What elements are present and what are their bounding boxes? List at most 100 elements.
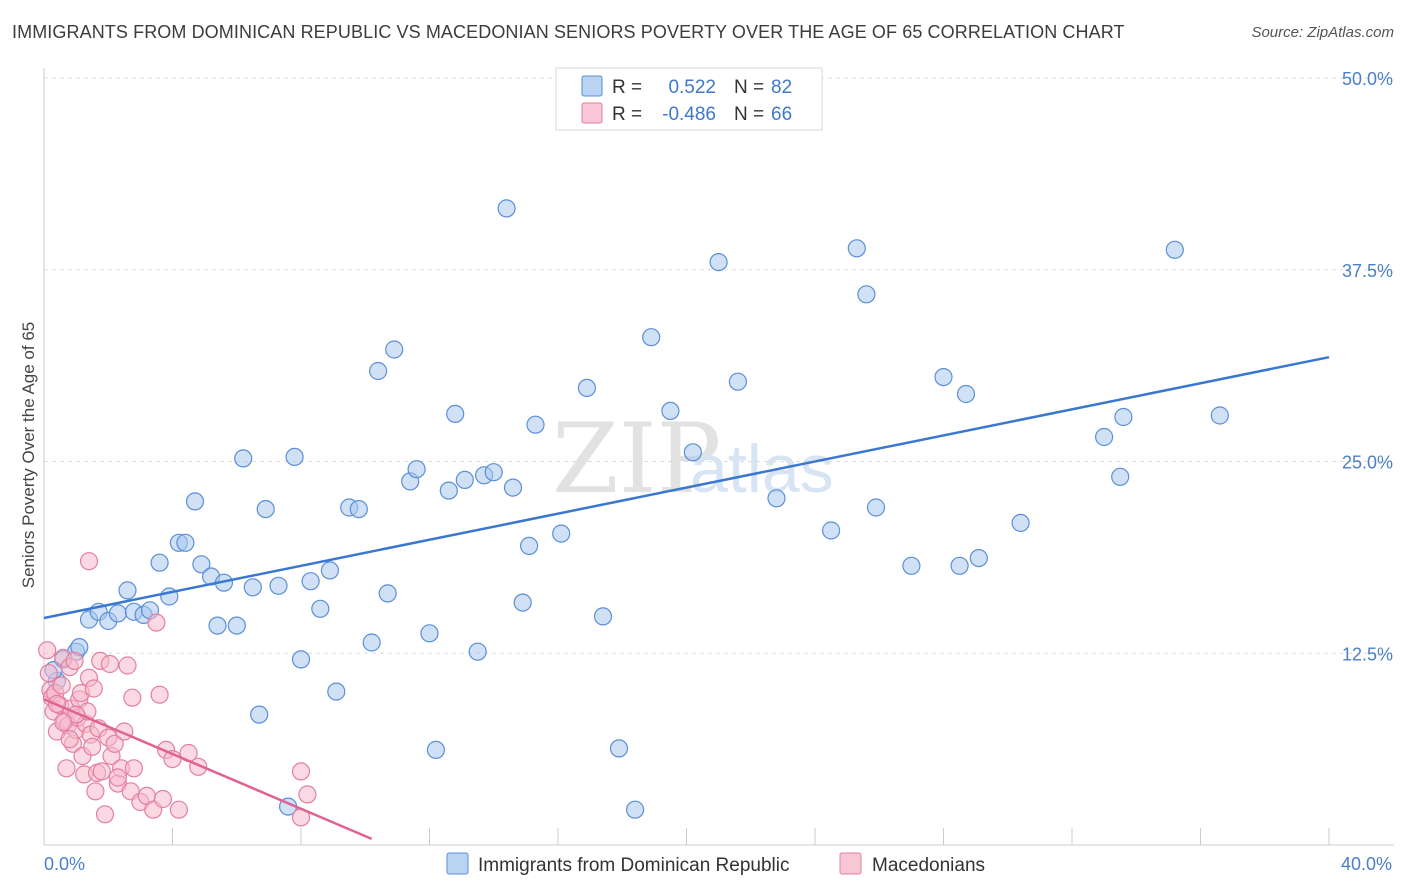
macedonian-point: [169, 800, 188, 819]
dominican-point: [378, 584, 397, 603]
legend-swatch-macedonians: [839, 852, 862, 875]
legend-r-label: R =: [612, 104, 642, 125]
legend-n-value: 66: [771, 104, 792, 125]
dominican-point: [526, 415, 545, 434]
dominican-point: [349, 500, 368, 519]
dominican-point: [176, 533, 195, 552]
dominican-point: [327, 682, 346, 701]
dominican-point: [625, 800, 645, 819]
legend-r-label: R =: [612, 77, 642, 98]
dominican-point: [269, 576, 288, 595]
dominican-trend-line: [43, 355, 1330, 620]
dominican-point: [519, 536, 539, 556]
dominican-point: [439, 481, 458, 500]
y-tick-labels: 12.5% 25.0% 37.5% 50.0%: [1342, 69, 1393, 664]
dominican-point: [455, 470, 474, 489]
dominican-point: [250, 705, 269, 724]
dominican-point: [227, 616, 246, 635]
dominican-point: [150, 553, 169, 572]
series-legend: Immigrants from Dominican Republic Maced…: [446, 852, 985, 876]
dominican-point: [192, 555, 211, 574]
dominican-point: [468, 642, 487, 661]
dominican-point: [513, 593, 532, 612]
dominican-point: [311, 599, 330, 618]
dominican-point: [552, 524, 571, 543]
dominican-point: [857, 285, 876, 304]
data-points: [38, 199, 1229, 827]
dominican-point: [369, 361, 388, 381]
dominican-point: [185, 492, 205, 511]
macedonian-point: [57, 759, 76, 778]
x-tick-label: 0.0%: [44, 854, 85, 874]
macedonian-point: [83, 737, 102, 756]
legend-n-value: 82: [771, 77, 792, 98]
x-tick-label: 40.0%: [1341, 854, 1392, 874]
macedonian-point: [150, 685, 169, 704]
dominican-point: [642, 328, 661, 347]
correlation-legend: R = 0.522 N = 82 R = -0.486 N = 66: [555, 67, 823, 131]
grid-lines: [44, 77, 1394, 654]
macedonian-point: [298, 785, 317, 804]
macedonian-point: [147, 613, 166, 632]
macedonian-point: [291, 762, 311, 781]
dominican-point: [285, 447, 304, 466]
dominican-point: [1165, 240, 1184, 259]
dominican-point: [683, 443, 703, 462]
dominican-point: [934, 368, 953, 387]
dominican-point: [728, 372, 748, 391]
dominican-point: [821, 521, 841, 540]
legend-swatch-blue: [581, 75, 603, 97]
macedonian-trend-line: [43, 698, 373, 841]
source-label: Source: ZipAtlas.com: [1251, 24, 1394, 41]
macedonian-point: [105, 734, 124, 753]
dominican-point: [256, 500, 275, 519]
watermark-atlas: atlas: [690, 431, 834, 507]
dominican-point: [320, 561, 339, 580]
dominican-point: [484, 463, 503, 482]
dominican-point: [902, 556, 921, 575]
macedonian-point: [108, 768, 128, 787]
macedonian-point: [65, 651, 84, 671]
axes: [43, 68, 1394, 846]
dominican-point: [661, 401, 680, 420]
x-tick-labels: 0.0% 40.0%: [44, 854, 1392, 874]
macedonian-point: [86, 782, 105, 801]
dominican-point: [108, 604, 128, 623]
legend-n-label: N =: [734, 77, 764, 98]
macedonian-point: [100, 654, 120, 674]
dominican-point: [362, 633, 381, 652]
dominican-point: [385, 340, 404, 359]
legend-swatch-pink: [581, 102, 603, 124]
legend-swatch-dominican: [446, 852, 469, 875]
y-tick-label: 12.5%: [1342, 644, 1393, 664]
y-axis-label: Seniors Poverty Over the Age of 65: [19, 322, 38, 588]
dominican-point: [407, 460, 426, 479]
dominican-point: [426, 740, 445, 760]
dominican-point: [709, 253, 728, 272]
chart-title: IMMIGRANTS FROM DOMINICAN REPUBLIC VS MA…: [12, 22, 1125, 42]
macedonian-point: [124, 759, 143, 778]
dominican-point: [1114, 407, 1133, 427]
dominican-point: [609, 739, 629, 758]
dominican-point: [118, 581, 137, 600]
dominican-point: [497, 199, 516, 218]
macedonian-point: [95, 805, 115, 824]
dominican-point: [866, 498, 886, 517]
dominican-point: [577, 378, 597, 397]
dominican-point: [767, 489, 786, 508]
macedonian-point: [54, 713, 73, 732]
dominican-point: [950, 556, 969, 575]
trend-lines: [43, 355, 1330, 841]
dominican-point: [969, 548, 988, 568]
macedonian-point: [84, 679, 103, 698]
dominican-point: [234, 449, 253, 468]
dominican-point: [301, 572, 320, 591]
y-tick-label: 37.5%: [1342, 261, 1393, 281]
dominican-point: [291, 650, 311, 669]
dominican-point: [420, 624, 439, 643]
dominican-point: [1210, 406, 1229, 425]
macedonian-point: [118, 656, 137, 675]
dominican-point: [593, 607, 613, 626]
dominican-point: [503, 478, 523, 497]
